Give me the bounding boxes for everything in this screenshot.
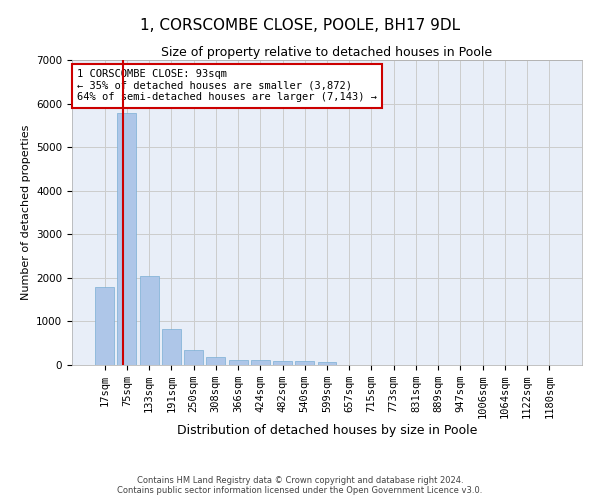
X-axis label: Distribution of detached houses by size in Poole: Distribution of detached houses by size … xyxy=(177,424,477,437)
Bar xyxy=(251,360,270,365)
Bar xyxy=(229,360,248,365)
Bar xyxy=(162,330,181,365)
Bar xyxy=(118,113,136,365)
Bar xyxy=(295,362,314,365)
Y-axis label: Number of detached properties: Number of detached properties xyxy=(20,125,31,300)
Bar xyxy=(140,276,158,365)
Text: 1 CORSCOMBE CLOSE: 93sqm
← 35% of detached houses are smaller (3,872)
64% of sem: 1 CORSCOMBE CLOSE: 93sqm ← 35% of detach… xyxy=(77,69,377,102)
Title: Size of property relative to detached houses in Poole: Size of property relative to detached ho… xyxy=(161,46,493,59)
Bar xyxy=(206,356,225,365)
Bar xyxy=(273,360,292,365)
Bar xyxy=(317,362,337,365)
Text: Contains HM Land Registry data © Crown copyright and database right 2024.
Contai: Contains HM Land Registry data © Crown c… xyxy=(118,476,482,495)
Text: 1, CORSCOMBE CLOSE, POOLE, BH17 9DL: 1, CORSCOMBE CLOSE, POOLE, BH17 9DL xyxy=(140,18,460,32)
Bar xyxy=(95,288,114,365)
Bar xyxy=(184,350,203,365)
